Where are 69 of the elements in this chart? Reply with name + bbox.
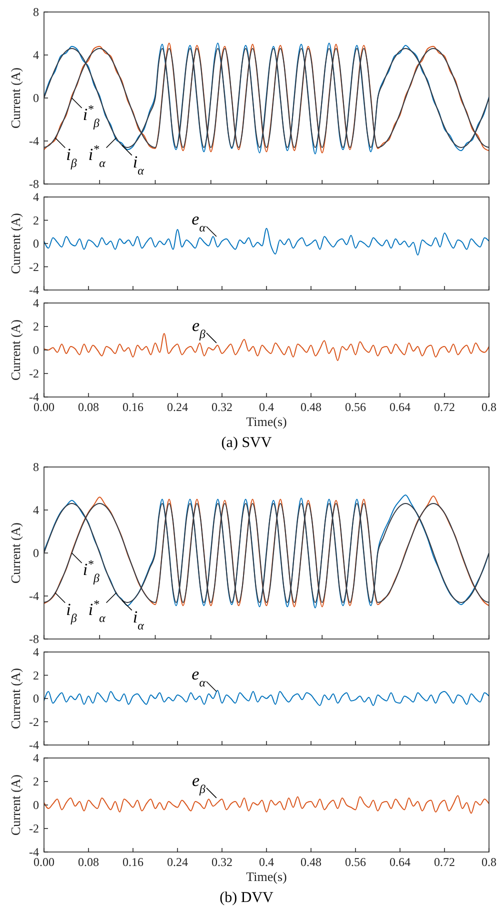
annotation: e$_{β}$ <box>192 770 206 796</box>
annotation: i$_{α}$ <box>132 152 145 178</box>
x-tick-label: 0.4 <box>259 400 274 414</box>
line-series <box>44 795 489 814</box>
annotation: e$_{α}$ <box>192 664 206 690</box>
y-tick-label: 4 <box>33 190 39 204</box>
y-tick-label: -4 <box>29 589 39 604</box>
y-axis-title: Current (A) <box>8 319 23 381</box>
y-tick-label: -4 <box>29 738 39 752</box>
x-tick-label: 0.08 <box>78 855 99 869</box>
y-tick-label: -8 <box>29 632 39 646</box>
y-tick-label: 0 <box>33 91 39 106</box>
y-tick-label: 2 <box>33 774 39 789</box>
y-axis-title: Current (A) <box>8 668 23 730</box>
y-axis-title: Current (A) <box>8 67 23 129</box>
y-tick-label: 8 <box>33 460 39 474</box>
x-tick-label: 0.56 <box>345 400 366 414</box>
x-tick-label: 0.64 <box>390 400 410 414</box>
line-series <box>44 690 489 706</box>
y-tick-label: 8 <box>33 5 39 20</box>
annotation: e$_{β}$ <box>192 316 206 341</box>
x-tick-label: 0.72 <box>434 400 455 414</box>
y-tick-label: 0 <box>33 236 39 251</box>
y-tick-label: 4 <box>33 645 39 660</box>
text: (a) SVV <box>221 435 272 451</box>
annotation: i$_{α}$ <box>132 607 145 632</box>
y-tick-label: 2 <box>33 213 39 228</box>
x-tick-label: 0.08 <box>78 400 99 414</box>
x-tick-label: 0.24 <box>167 855 188 869</box>
x-axis-title: Time(s) <box>246 869 287 884</box>
y-tick-label: 2 <box>33 668 39 682</box>
x-tick-label: 0.32 <box>212 400 232 414</box>
y-tick-label: -4 <box>29 283 39 298</box>
x-tick-label: 0.32 <box>212 855 232 869</box>
y-tick-label: -2 <box>29 822 39 836</box>
y-axis-title: Current (A) <box>8 522 23 584</box>
text: (b) DVV <box>220 890 274 906</box>
y-axis-title: Current (A) <box>8 212 23 274</box>
y-tick-label: -2 <box>29 260 39 274</box>
x-tick-label: 0.48 <box>300 400 322 414</box>
y-tick-label: 0 <box>33 798 39 812</box>
x-tick-label: 0.56 <box>345 855 366 869</box>
y-tick-label: 4 <box>33 296 39 310</box>
x-tick-label: 0.48 <box>300 855 322 869</box>
x-tick-label: 0.8 <box>482 400 496 414</box>
y-tick-label: 4 <box>33 503 39 518</box>
annotation: e$_{α}$ <box>192 210 206 235</box>
x-tick-label: 0.8 <box>482 855 496 869</box>
x-tick-label: 0.4 <box>259 855 274 869</box>
y-axis-title: Current (A) <box>8 774 23 836</box>
y-tick-label: -2 <box>29 366 39 381</box>
y-tick-label: 4 <box>33 751 39 766</box>
y-tick-label: 4 <box>33 48 39 62</box>
annotation: i$_{β}$ <box>66 600 77 625</box>
x-tick-label: 0.64 <box>390 855 410 869</box>
y-tick-label: 0 <box>33 546 39 560</box>
y-tick-label: -2 <box>29 714 39 729</box>
x-tick-label: 0.24 <box>167 400 188 414</box>
x-tick-label: 0.16 <box>122 855 144 869</box>
line-series <box>44 228 489 256</box>
x-tick-label: 0.72 <box>434 855 455 869</box>
y-tick-label: -8 <box>29 177 39 192</box>
y-tick-label: 2 <box>33 320 39 334</box>
y-tick-label: 0 <box>33 343 39 358</box>
y-tick-label: 0 <box>33 692 39 706</box>
y-tick-label: -4 <box>29 134 39 148</box>
x-axis-title: Time(s) <box>246 414 287 429</box>
x-tick-label: 0.16 <box>122 400 144 414</box>
annotation: i$_{β}$ <box>66 144 77 170</box>
